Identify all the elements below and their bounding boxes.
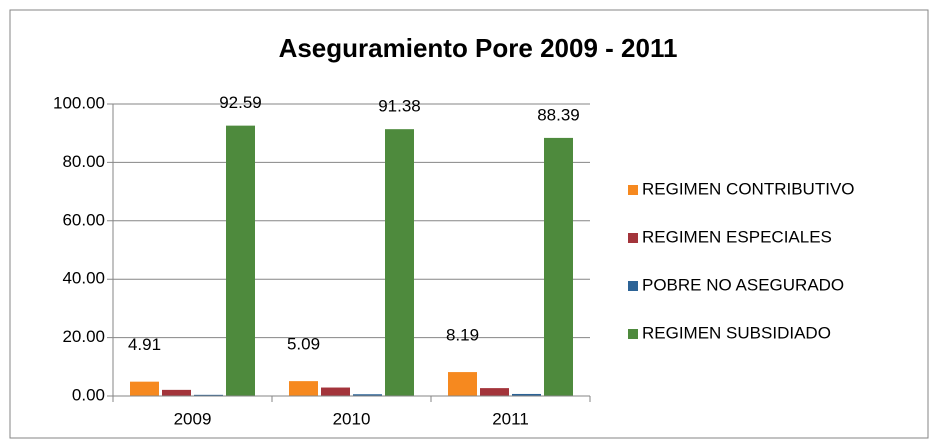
y-tick-label: 0.00 [72,385,105,404]
bar [480,388,509,396]
y-tick-label: 40.00 [62,269,105,288]
data-label: 8.19 [446,326,479,345]
data-label: 4.91 [128,335,161,354]
y-tick-label: 20.00 [62,327,105,346]
bar [544,137,573,397]
bar [289,381,318,396]
legend-label: REGIMEN CONTRIBUTIVO [642,179,855,198]
x-tick-label: 2009 [174,409,212,428]
chart-border [9,9,929,439]
legend-label: POBRE NO ASEGURADO [642,275,844,294]
bar [162,389,191,396]
legend-label: REGIMEN SUBSIDIADO [642,323,831,342]
bar [448,372,477,396]
y-tick-label: 60.00 [62,210,105,229]
data-label: 88.39 [537,105,580,124]
legend-label: REGIMEN ESPECIALES [642,227,832,246]
x-tick-label: 2010 [333,409,371,428]
bar [130,381,159,396]
y-tick-label: 80.00 [62,152,105,171]
y-tick-label: 100.00 [53,93,105,112]
data-label: 5.09 [287,335,320,354]
data-label: 91.38 [378,97,421,116]
x-tick-label: 2011 [492,409,529,428]
bar [385,129,414,396]
bar [226,125,255,396]
bar [321,387,350,396]
legend-swatch [628,233,638,243]
legend-swatch [628,281,638,291]
chart-title: Aseguramiento Pore 2009 - 2011 [279,33,678,63]
legend-swatch [628,185,638,195]
legend-swatch [628,329,638,339]
bar [353,394,382,396]
bar [194,394,223,396]
data-label: 92.59 [219,93,262,112]
bar [512,393,541,396]
